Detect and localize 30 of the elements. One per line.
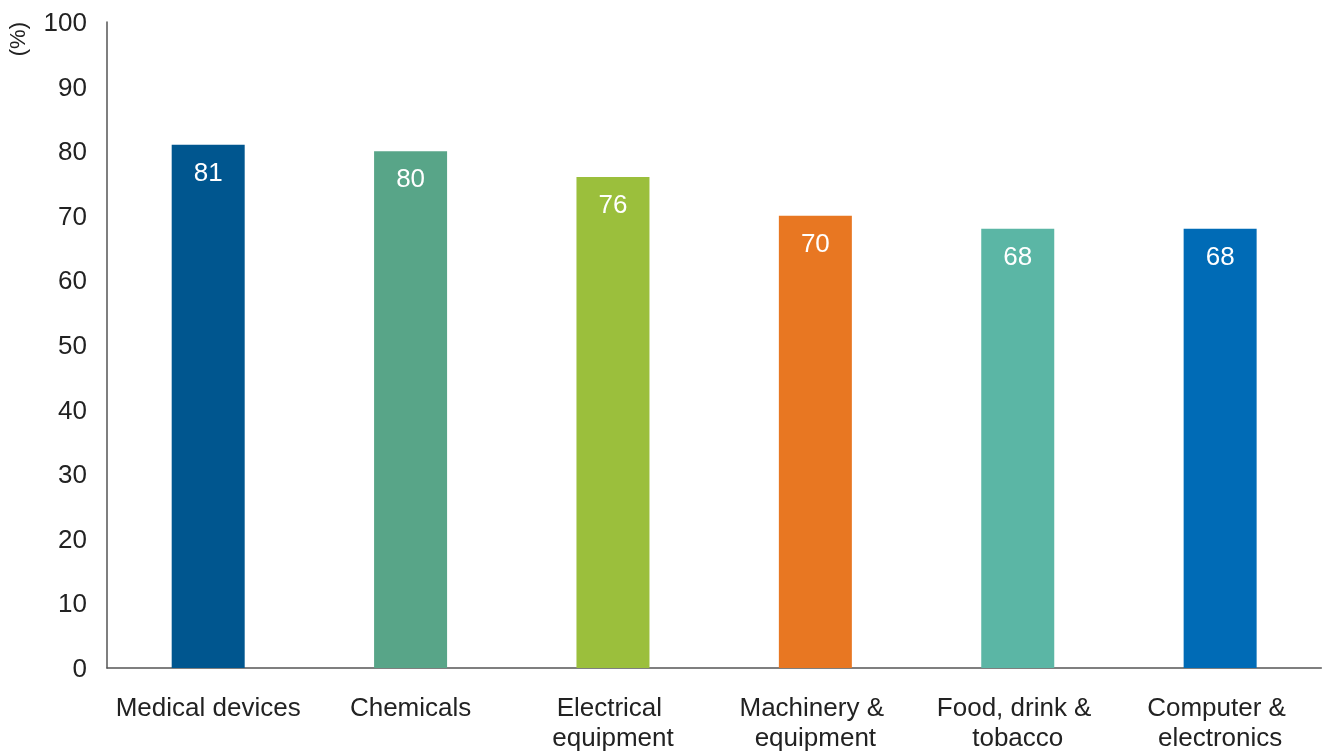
y-tick-label: 90: [58, 71, 87, 102]
y-tick-label: 10: [58, 588, 87, 619]
bar: [374, 151, 448, 668]
y-tick-label: 80: [58, 136, 87, 167]
data-label: 68: [1205, 240, 1235, 271]
y-tick-label: 70: [58, 200, 87, 231]
y-tick-label: 50: [58, 330, 87, 360]
data-label: 81: [193, 156, 223, 187]
y-tick-label: 40: [58, 394, 87, 425]
y-tick-label: 100: [43, 7, 87, 37]
x-tick-label: Machinery & equipment: [739, 692, 892, 752]
x-tick-label: Medical devices: [115, 692, 301, 722]
y-tick-label: 60: [58, 265, 87, 296]
bar: [1183, 228, 1257, 668]
y-tick-label: 0: [72, 653, 87, 683]
bar: [981, 228, 1055, 668]
data-label: 70: [800, 227, 830, 258]
x-tick-label: Chemicals: [349, 692, 472, 722]
bar: [576, 177, 650, 668]
x-tick-label: Electrical equipment: [552, 692, 675, 752]
x-tick-label: Computer & electronics: [1147, 692, 1294, 752]
bar: [778, 215, 852, 668]
y-tick-label: 30: [58, 459, 87, 490]
data-label: 76: [598, 189, 628, 220]
x-tick-label: Food, drink & tobacco: [936, 692, 1099, 752]
y-axis-title: (%): [4, 22, 30, 57]
y-tick-label: 20: [58, 523, 87, 554]
bar: [171, 144, 245, 668]
data-label: 80: [396, 163, 426, 194]
data-label: 68: [1003, 240, 1033, 271]
